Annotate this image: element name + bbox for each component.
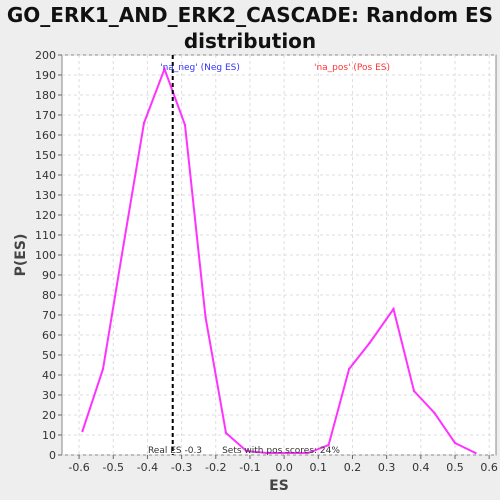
x-tick-label: 0.0 bbox=[275, 461, 293, 474]
data-point bbox=[224, 431, 228, 435]
x-tick-label: 0.4 bbox=[412, 461, 430, 474]
y-tick-label: 50 bbox=[42, 349, 56, 362]
data-point bbox=[347, 367, 351, 371]
neg-es-annotation: 'na_neg' (Neg ES) bbox=[160, 63, 240, 73]
data-point bbox=[81, 429, 84, 433]
data-point bbox=[368, 341, 371, 345]
y-tick-label: 130 bbox=[35, 189, 56, 202]
y-tick-label: 160 bbox=[35, 129, 56, 142]
data-point bbox=[392, 307, 395, 311]
y-axis-title: P(ES) bbox=[13, 234, 29, 277]
data-point bbox=[183, 123, 187, 127]
x-tick-label: 0.1 bbox=[310, 461, 328, 474]
x-tick-label: 0.3 bbox=[378, 461, 396, 474]
x-tick-label: -0.5 bbox=[103, 461, 124, 474]
pos-es-annotation: 'na_pos' (Pos ES) bbox=[314, 63, 390, 73]
x-tick-label: -0.4 bbox=[137, 461, 158, 474]
y-tick-label: 100 bbox=[35, 249, 56, 262]
data-point bbox=[101, 367, 105, 371]
y-tick-label: 200 bbox=[35, 49, 56, 62]
es-distribution-line bbox=[81, 66, 476, 454]
y-tick-label: 10 bbox=[42, 429, 56, 442]
y-tick-label: 170 bbox=[35, 109, 56, 122]
data-point bbox=[163, 67, 166, 71]
x-tick-label: 0.6 bbox=[480, 461, 498, 474]
data-point bbox=[433, 411, 436, 415]
pos-scores-annotation: Sets with pos scores: 24% bbox=[222, 446, 340, 456]
x-tick-label: -0.6 bbox=[68, 461, 89, 474]
y-tick-label: 190 bbox=[35, 69, 56, 82]
y-tick-label: 20 bbox=[42, 409, 56, 422]
y-tick-label: 150 bbox=[35, 149, 56, 162]
y-tick-label: 140 bbox=[35, 169, 56, 182]
y-tick-label: 0 bbox=[49, 449, 56, 462]
y-tick-label: 30 bbox=[42, 389, 56, 402]
data-point bbox=[245, 449, 248, 453]
y-tick-label: 80 bbox=[42, 289, 56, 302]
chart-title: GO_ERK1_AND_ERK2_CASCADE: Random ES dist… bbox=[0, 2, 500, 54]
x-tick-label: -0.1 bbox=[239, 461, 260, 474]
x-tick-label: 0.2 bbox=[344, 461, 362, 474]
x-tick-label: 0.5 bbox=[446, 461, 464, 474]
y-tick-label: 180 bbox=[35, 89, 56, 102]
data-point bbox=[474, 451, 477, 455]
x-tick-label: -0.2 bbox=[205, 461, 226, 474]
chart-title-line1: GO_ERK1_AND_ERK2_CASCADE: Random ES bbox=[6, 3, 494, 27]
real-es-annotation: Real ES -0.3 bbox=[148, 446, 202, 456]
data-point bbox=[412, 389, 416, 393]
y-tick-label: 60 bbox=[42, 329, 56, 342]
data-point bbox=[265, 451, 269, 455]
x-axis-title: ES bbox=[269, 478, 289, 494]
data-point bbox=[286, 451, 289, 455]
y-tick-label: 110 bbox=[35, 229, 56, 242]
y-tick-label: 40 bbox=[42, 369, 56, 382]
x-tick-label: -0.3 bbox=[171, 461, 192, 474]
y-tick-label: 90 bbox=[42, 269, 56, 282]
data-point bbox=[142, 121, 146, 125]
data-point bbox=[204, 315, 207, 319]
data-point bbox=[453, 441, 457, 445]
y-tick-label: 70 bbox=[42, 309, 56, 322]
chart-title-line2: distribution bbox=[183, 29, 317, 53]
data-point bbox=[327, 443, 330, 447]
y-tick-label: 120 bbox=[35, 209, 56, 222]
data-point bbox=[306, 451, 310, 455]
data-point bbox=[122, 243, 125, 247]
